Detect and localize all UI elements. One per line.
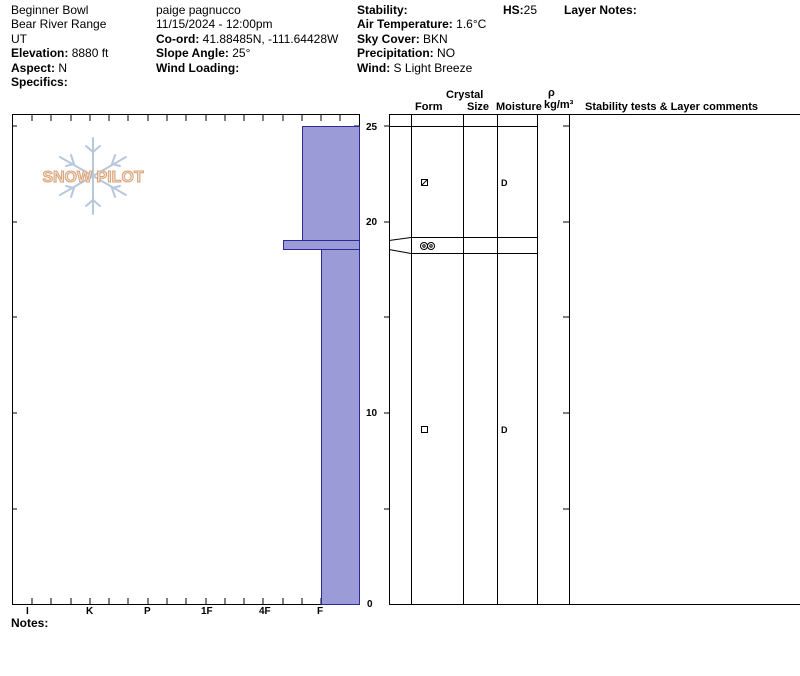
elevation-label: Elevation: [11,46,69,60]
sky-field: Sky Cover: BKN [357,32,448,46]
hardness-ticks [12,115,569,604]
aspect-field: Aspect: N [11,61,67,75]
slope-field: Slope Angle: 25° [156,46,250,60]
sky-value: BKN [419,32,448,46]
hardness-label-P: P [144,606,151,617]
observer-name: paige pagnucco [156,3,241,17]
precip-label: Precipitation: [357,46,434,60]
grain-symbol-faceted-rounded-icon [421,179,428,186]
hs-value: 25 [523,3,538,17]
notes-label: Notes: [11,616,49,630]
hardness-label-F: F [317,606,324,617]
precip-value: NO [433,46,456,60]
snowflake-icon [59,137,127,215]
layer-bar-1 [302,126,360,241]
coord-value: 41.88485N, -111.64428W [199,32,339,46]
depth-label-0: 0 [367,599,373,610]
depth-label-20: 20 [366,217,378,228]
aspect-label: Aspect: [11,61,56,75]
coord-field: Co-ord: 41.88485N, -111.64428W [156,32,338,46]
air-temp-value: 1.6°C [452,17,487,31]
stratigraphy-table [388,114,800,605]
air-temp-label: Air Temperature: [357,17,453,31]
layer-notes-label: Layer Notes: [564,3,637,17]
moisture-value-1: D [501,178,508,188]
slope-label: Slope Angle: [156,46,229,60]
col-comments-header: Stability tests & Layer comments [585,101,759,113]
col-form-header: Form [415,101,443,113]
precip-field: Precipitation: NO [357,46,455,60]
range-name: Bear River Range [11,17,107,31]
aspect-value: N [55,61,68,75]
moisture-value-3: D [501,425,508,435]
hardness-label-K: K [86,606,94,617]
hardness-label-1F: 1F [201,606,213,617]
coord-label: Co-ord: [156,32,200,46]
wind-label: Wind: [357,61,391,75]
elevation-value: 8880 ft [68,46,109,60]
depth-label-25: 25 [366,122,378,133]
observation-datetime: 11/15/2024 - 12:00pm [156,17,273,31]
hardness-label-I: I [26,606,29,617]
layer-bar-3 [321,249,360,605]
hs-label: HS: [503,3,524,17]
state-name: UT [11,32,27,46]
logo-text: SNOW PILOT [42,169,144,186]
hardness-label-4F: 4F [259,606,271,617]
grain-symbol-melt-freeze-icon [420,242,435,250]
specifics-label: Specifics: [11,75,68,89]
elevation-field: Elevation: 8880 ft [11,46,108,60]
layer-bar-2 [283,240,360,250]
wind-field: Wind: S Light Breeze [357,61,472,75]
col-size-header: Size [467,101,490,113]
location-name: Beginner Bowl [11,3,89,17]
wind-value: S Light Breeze [390,61,473,75]
slope-value: 25° [228,46,251,60]
sky-label: Sky Cover: [357,32,420,46]
stability-label: Stability: [357,3,408,17]
wind-loading-label: Wind Loading: [156,61,240,75]
depth-label-10: 10 [366,408,378,419]
grain-symbol-faceted-icon [421,426,428,433]
col-crystal-header: Crystal [446,89,484,101]
snowpilot-logo: SNOW PILOT [42,137,144,215]
col-moisture-header: Moisture [496,101,542,113]
hs-field: HS:25 [503,3,537,17]
air-temp-field: Air Temperature: 1.6°C [357,17,486,31]
col-density-header: kg/m³ [544,99,574,111]
col-rho-header: ρ [548,87,555,99]
